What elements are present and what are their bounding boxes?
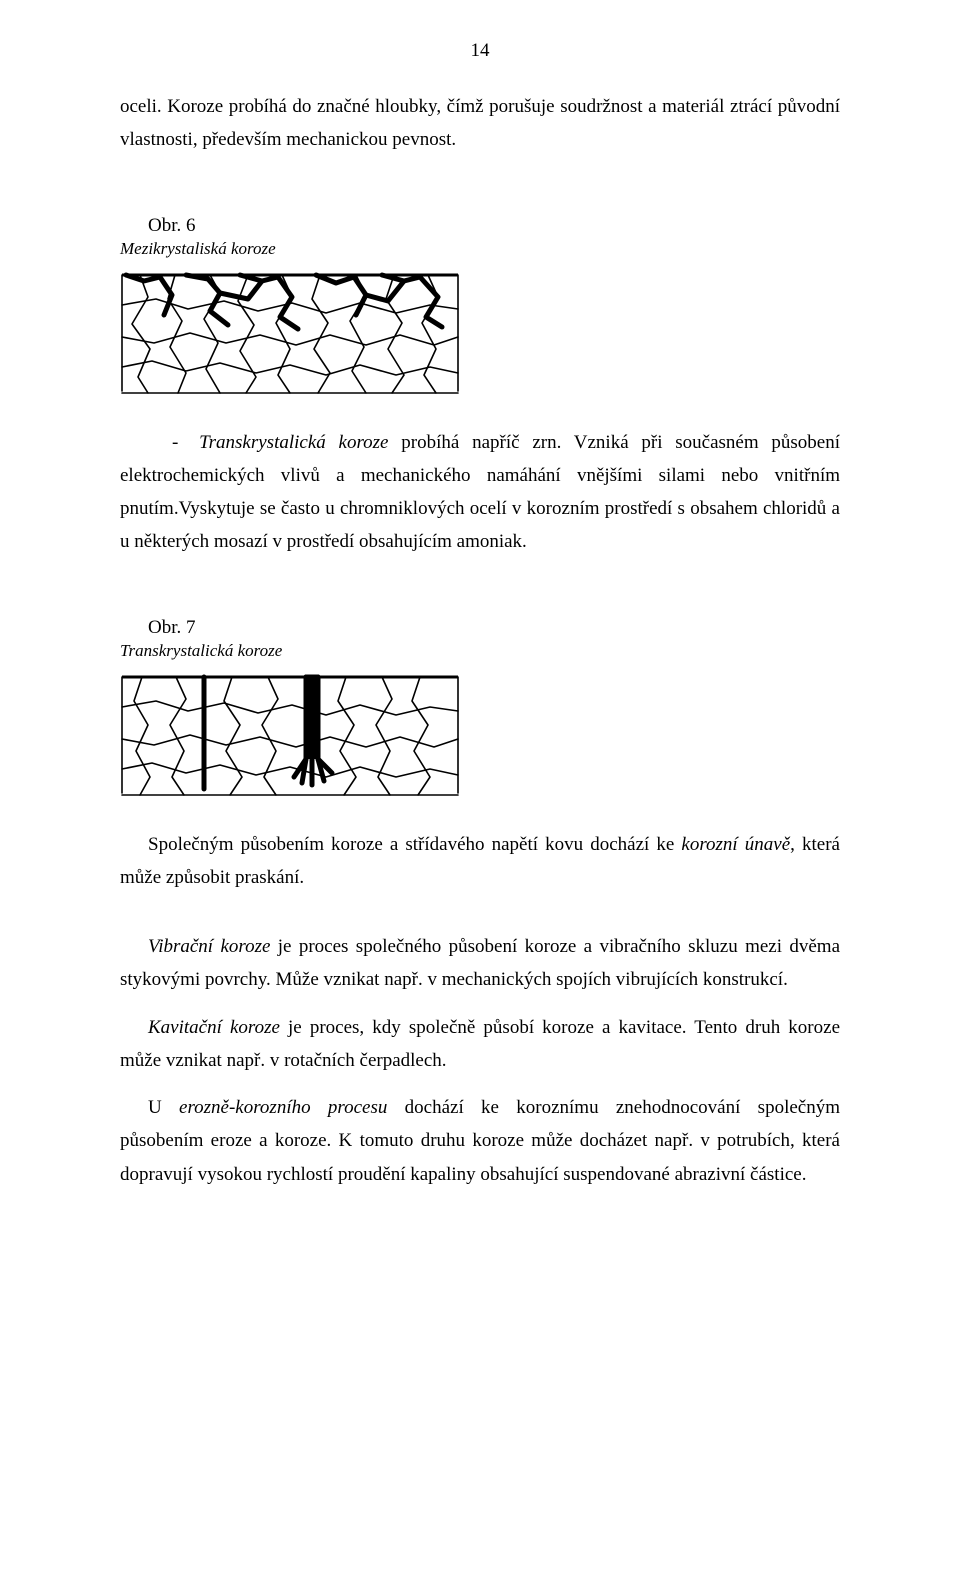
term-kavitacni-koroze: Kavitační koroze	[148, 1017, 280, 1038]
figure-6-label: Obr. 6	[120, 215, 840, 237]
para-vibracni: Vibrační koroze je proces společného půs…	[120, 930, 840, 997]
figure-6-label-text: Obr. 6	[148, 215, 196, 236]
figure-6-svg	[120, 269, 460, 394]
term-vibracni-koroze: Vibrační koroze	[148, 936, 270, 957]
figure-7-svg	[120, 671, 460, 796]
bullet-transkrystalicka: - Transkrystalická koroze probíhá napříč…	[120, 426, 840, 559]
figure-7	[120, 671, 840, 796]
para-erozne-a: U	[148, 1097, 179, 1118]
figure-6	[120, 269, 840, 394]
term-korozni-unave: korozní únavě	[681, 834, 790, 855]
term-erozne-korozni: erozně-korozního procesu	[179, 1097, 387, 1118]
figure-7-label: Obr. 7	[120, 617, 840, 639]
spacer-3	[120, 908, 840, 930]
bullet-dash: -	[172, 432, 178, 453]
spacer-2	[120, 573, 840, 595]
para-spolecnym-a: Společným působením koroze a střídavého …	[148, 834, 681, 855]
page-number: 14	[120, 40, 840, 62]
spacer	[120, 171, 840, 193]
para-erozne: U erozně-korozního procesu dochází ke ko…	[120, 1091, 840, 1191]
figure-6-subtitle: Mezikrystaliská koroze	[120, 239, 840, 259]
bullet-term: Transkrystalická koroze	[199, 432, 388, 453]
para-spolecnym: Společným působením koroze a střídavého …	[120, 828, 840, 895]
figure-7-label-text: Obr. 7	[148, 617, 196, 638]
intro-paragraph: oceli. Koroze probíhá do značné hloubky,…	[120, 90, 840, 157]
figure-7-subtitle: Transkrystalická koroze	[120, 641, 840, 661]
page: 14 oceli. Koroze probíhá do značné hloub…	[0, 0, 960, 1265]
para-kavitacni: Kavitační koroze je proces, kdy společně…	[120, 1011, 840, 1078]
